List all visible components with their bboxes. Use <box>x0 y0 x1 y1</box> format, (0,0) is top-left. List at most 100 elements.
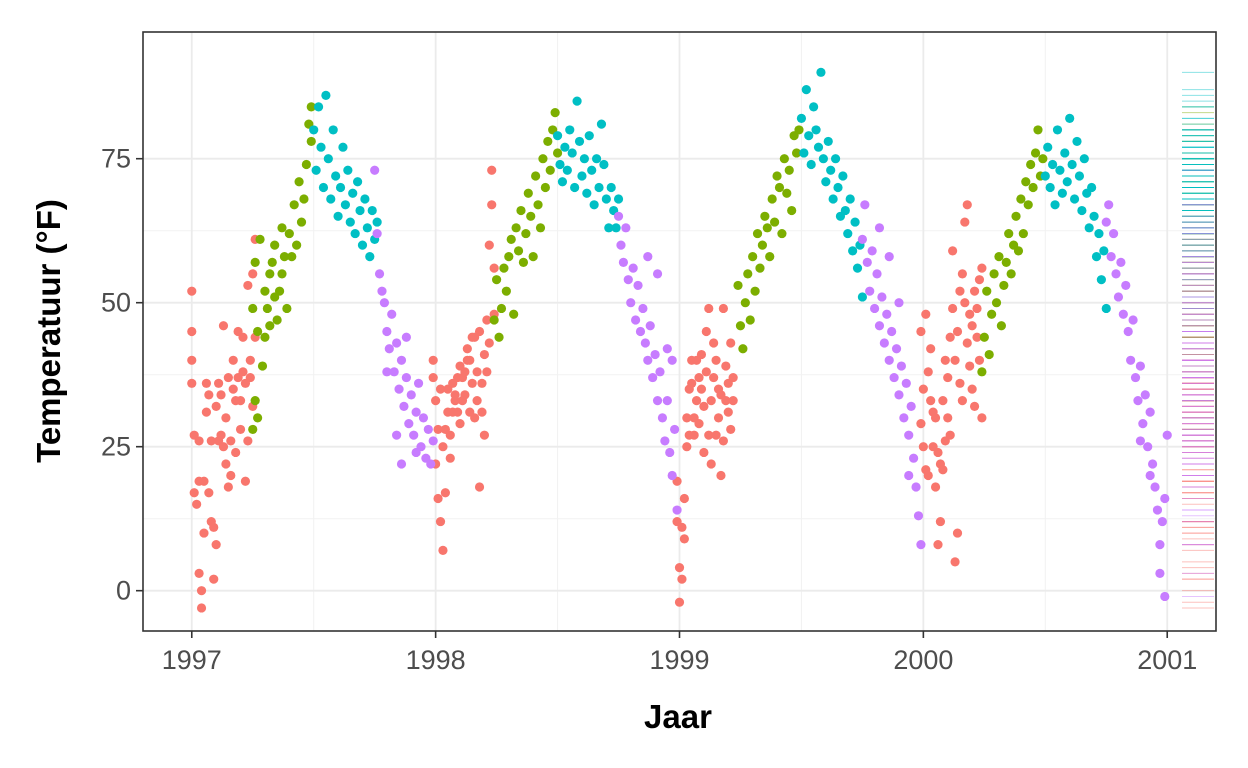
point-winter <box>455 419 465 429</box>
point-spring <box>270 240 280 250</box>
point-summer <box>326 194 336 204</box>
point-autumn <box>904 430 914 440</box>
point-spring <box>750 286 760 296</box>
point-winter <box>726 424 736 435</box>
point-autumn <box>882 309 892 319</box>
point-summer <box>848 246 858 256</box>
point-autumn <box>1135 436 1146 446</box>
point-summer <box>1091 252 1102 262</box>
point-winter <box>960 217 970 227</box>
point-winter <box>930 413 941 423</box>
point-winter <box>938 465 948 475</box>
point-spring <box>492 275 502 285</box>
point-summer <box>1094 228 1104 239</box>
point-spring <box>540 182 550 193</box>
point-spring <box>977 367 987 377</box>
point-winter <box>445 430 455 440</box>
point-winter <box>945 430 955 440</box>
point-winter <box>216 430 226 440</box>
point-winter <box>472 396 482 406</box>
point-autumn <box>906 401 916 411</box>
point-winter <box>699 447 709 458</box>
point-summer <box>577 171 587 181</box>
point-winter <box>699 401 709 411</box>
point-autumn <box>621 223 631 233</box>
point-autumn <box>913 511 924 521</box>
point-spring <box>267 257 277 267</box>
point-winter <box>248 269 258 279</box>
point-summer <box>806 159 816 170</box>
point-winter <box>218 442 229 452</box>
x-tick-label-1999: 1999 <box>649 645 709 675</box>
point-spring <box>982 286 992 296</box>
point-winter <box>487 200 497 210</box>
point-winter <box>221 413 231 423</box>
point-spring <box>253 413 263 423</box>
point-summer <box>613 194 624 204</box>
point-winter <box>938 396 948 406</box>
point-winter <box>704 430 714 440</box>
point-winter <box>428 355 438 365</box>
point-winter <box>240 476 251 486</box>
point-winter <box>726 338 736 348</box>
point-spring <box>253 326 263 337</box>
x-tick-label-2001: 2001 <box>1137 645 1197 675</box>
point-spring <box>521 228 531 239</box>
point-winter <box>918 384 928 394</box>
point-autumn <box>401 332 411 342</box>
point-summer <box>840 205 850 216</box>
point-autumn <box>374 269 385 279</box>
point-winter <box>482 367 492 377</box>
point-winter <box>194 568 204 579</box>
point-winter <box>484 338 494 348</box>
point-summer <box>1050 200 1060 210</box>
point-winter <box>716 470 726 481</box>
point-winter <box>701 367 711 377</box>
point-spring <box>779 154 789 164</box>
point-spring <box>272 315 282 325</box>
point-spring <box>757 240 768 250</box>
point-autumn <box>1128 315 1138 325</box>
point-autumn <box>394 384 404 394</box>
point-summer <box>1072 136 1082 147</box>
point-winter <box>187 326 197 337</box>
point-summer <box>562 165 572 175</box>
point-spring <box>1023 200 1033 210</box>
point-winter <box>465 355 475 365</box>
point-winter <box>435 516 446 527</box>
point-spring <box>743 269 753 279</box>
point-winter <box>721 361 731 371</box>
point-autumn <box>1155 540 1165 550</box>
point-winter <box>431 396 441 406</box>
point-autumn <box>916 540 926 550</box>
point-summer <box>318 182 329 193</box>
point-winter <box>221 459 231 469</box>
point-spring <box>299 194 309 204</box>
point-winter <box>694 419 704 429</box>
point-winter <box>930 482 941 492</box>
point-summer <box>313 102 324 112</box>
point-winter <box>231 447 241 458</box>
x-axis-title: Jaar <box>644 698 712 735</box>
point-spring <box>784 165 794 175</box>
point-autumn <box>857 234 867 244</box>
point-winter <box>223 482 233 492</box>
point-autumn <box>652 269 663 279</box>
point-spring <box>296 217 307 227</box>
point-winter <box>474 326 485 337</box>
point-autumn <box>1145 407 1155 417</box>
point-spring <box>543 136 553 147</box>
point-autumn <box>879 338 889 348</box>
point-spring <box>250 257 260 267</box>
point-winter <box>438 442 448 452</box>
point-winter <box>943 413 953 423</box>
point-winter <box>967 384 977 394</box>
point-summer <box>1089 211 1099 221</box>
point-summer <box>813 142 824 152</box>
point-winter <box>955 378 965 388</box>
point-summer <box>321 90 331 100</box>
point-winter <box>952 528 963 538</box>
point-autumn <box>896 361 907 371</box>
point-summer <box>1065 113 1075 123</box>
point-winter <box>228 384 238 394</box>
